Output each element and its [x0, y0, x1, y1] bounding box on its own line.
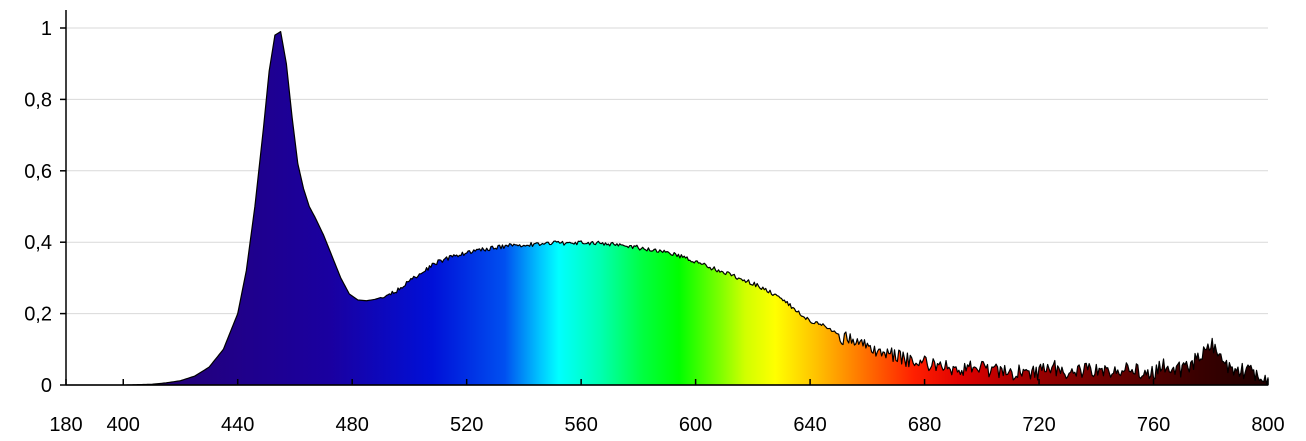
y-tick-label-5: 1: [41, 18, 52, 40]
y-tick-label-1: 0,2: [24, 304, 52, 326]
x-tick-label-0: 180: [49, 414, 82, 436]
x-tick-label-6: 600: [679, 414, 712, 436]
axes: [65, 10, 1268, 386]
y-tick-label-0: 0: [41, 375, 52, 397]
y-tick-label-3: 0,6: [24, 161, 52, 183]
x-tick-label-8: 680: [908, 414, 941, 436]
y-axis-ticks: 0 0,2 0,4 0,6 0,8 1: [24, 18, 66, 397]
x-tick-label-11: 800: [1251, 414, 1284, 436]
x-tick-label-2: 440: [221, 414, 254, 436]
x-axis-ticks: 180 400 440 480 520 560 600 640 680 720 760 800: [49, 379, 1285, 436]
x-tick-label-5: 560: [564, 414, 597, 436]
spectrum-area-series-0: [65, 30, 1269, 386]
y-tick-label-4: 0,8: [24, 89, 52, 111]
x-tick-label-3: 480: [336, 414, 369, 436]
y-tick-label-2: 0,4: [24, 232, 52, 254]
x-tick-label-10: 760: [1137, 414, 1170, 436]
x-tick-label-7: 640: [793, 414, 826, 436]
x-tick-label-9: 720: [1022, 414, 1055, 436]
x-tick-label-4: 520: [450, 414, 483, 436]
series-layer: [65, 30, 1269, 386]
x-tick-label-1: 400: [107, 414, 140, 436]
